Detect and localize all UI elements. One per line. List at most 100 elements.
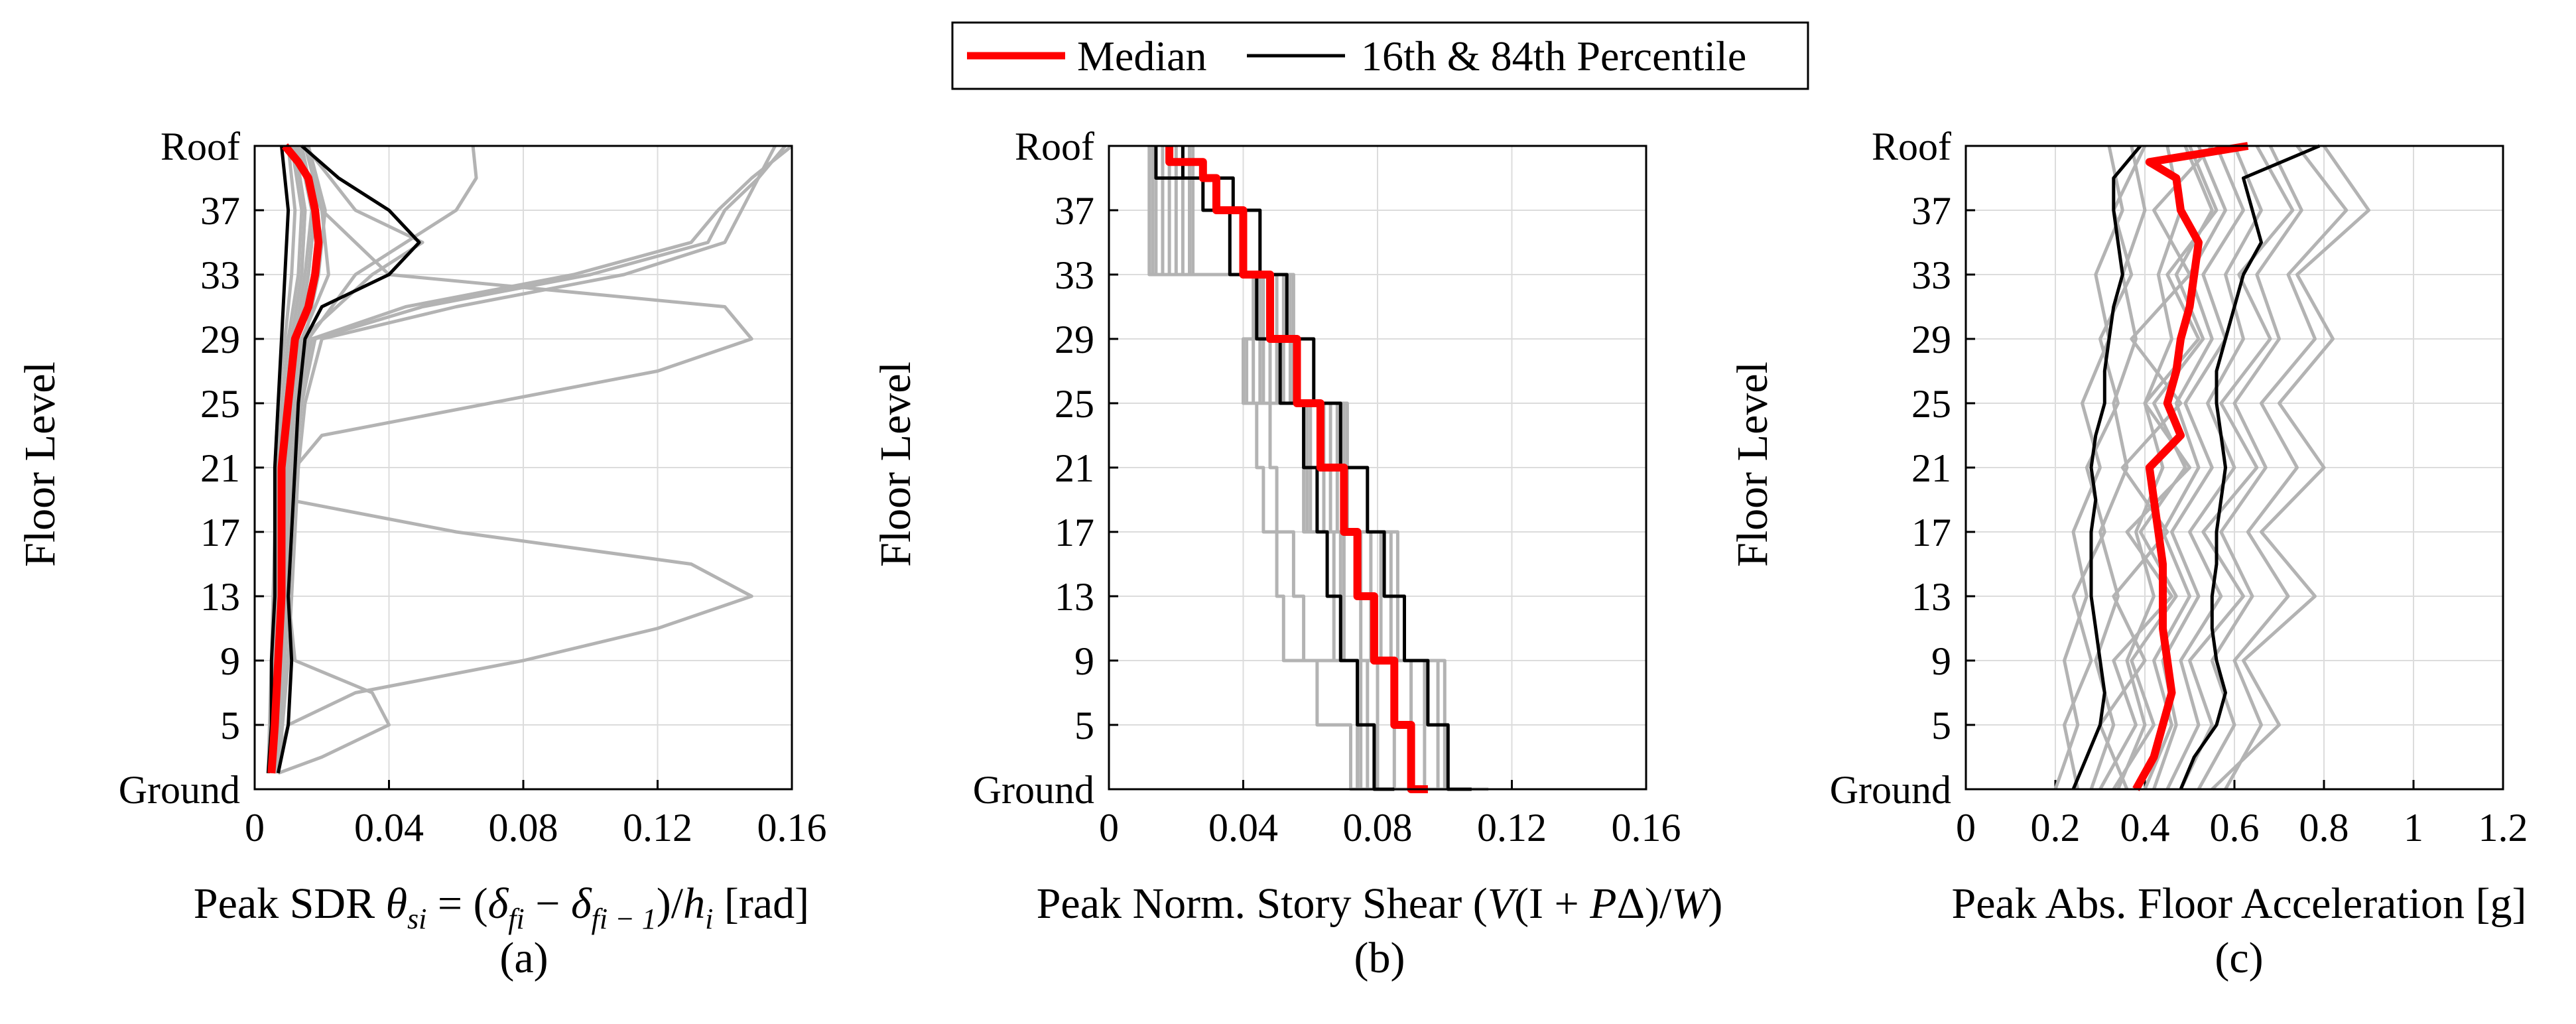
panel-b: 0 0.04 0.08 0.12 0.16 Ground 5 9 13 17 21 25 29 33 37…: [871, 125, 1722, 982]
ground-motion-record-line: [273, 145, 753, 773]
y-tick-label: 13: [1055, 575, 1094, 619]
panel-a: 0 0.04 0.08 0.12 0.16 Ground 5 9 13 17 21 25 29 33 37…: [16, 125, 827, 982]
y-axis-label: Floor Level: [16, 361, 64, 567]
y-tick-label: 33: [1055, 253, 1094, 297]
ground-motion-record-line: [2165, 145, 2263, 791]
x-tick-label: 0: [245, 806, 265, 850]
x-tick-label: 0.12: [1477, 806, 1547, 850]
plot-frame: [253, 145, 793, 791]
x-label-pre: Peak Norm. Story Shear (: [1037, 879, 1488, 928]
panel-b-caption: (b): [1354, 934, 1405, 982]
x-tick-label: 0: [1099, 806, 1119, 850]
y-tick-label: 5: [1931, 704, 1951, 747]
ground-motion-record-line: [276, 145, 777, 774]
x-label-delta1: δ: [488, 879, 509, 928]
panel-c: 0 0.2 0.4 0.6 0.8 1 1.2 Ground 5 9 13 17 21 25 29 33 37…: [1728, 125, 2528, 982]
y-tick-label: 9: [1074, 639, 1094, 683]
ground-motion-record-line: [2112, 145, 2214, 791]
y-tick-label: 9: [1931, 639, 1951, 683]
x-label-theta: θ: [386, 879, 407, 928]
plot-frame: [1108, 145, 1647, 791]
y-tick-label: 37: [200, 189, 240, 233]
y-tick-label: Ground: [1830, 768, 1951, 812]
x-label-mid: (I +: [1514, 879, 1590, 928]
y-tick-label: Roof: [161, 125, 240, 168]
statistics-layer: [1154, 146, 1472, 793]
x-tick-label: 0.2: [2031, 806, 2081, 850]
y-tick-label: 21: [200, 446, 240, 490]
statistics-layer: [266, 143, 421, 774]
x-label-close: )/: [657, 879, 684, 928]
ground-motion-record-line: [2116, 145, 2183, 790]
percentile-84-line: [276, 145, 421, 774]
x-label-v: V: [1488, 879, 1519, 928]
ground-motion-record-line: [273, 145, 753, 774]
y-tick-label: 25: [200, 382, 240, 426]
x-label-pre: Peak SDR: [194, 879, 386, 928]
ground-motion-record-line: [266, 145, 304, 773]
y-tick-label: 29: [200, 318, 240, 361]
y-tick-label: 29: [1055, 318, 1094, 361]
x-label-h-sub: i: [705, 903, 713, 935]
y-tick-labels: Ground 5 9 13 17 21 25 29 33 37 Roof: [119, 125, 240, 812]
x-label-delta2: δ: [571, 879, 592, 928]
x-label-end: ): [1708, 879, 1722, 928]
y-tick-label: Roof: [1015, 125, 1094, 168]
x-tick-label: 0.8: [2299, 806, 2349, 850]
legend-box: [951, 21, 1809, 90]
x-label-delta1-sub: fi: [508, 903, 524, 935]
x-axis-label: Peak SDR θsi = (δfi − δfi − 1)/hi [rad]: [194, 879, 809, 935]
y-tick-label: 33: [1911, 253, 1951, 297]
x-tick-label: 0.08: [489, 806, 558, 850]
ground-motion-record-line: [2224, 145, 2349, 791]
y-tick-label: 21: [1911, 446, 1951, 490]
x-tick-label: 0.04: [1208, 806, 1278, 850]
x-label-post: [rad]: [713, 879, 809, 928]
x-tick-label: 0: [1956, 806, 1976, 850]
x-axis-label: Peak Abs. Floor Acceleration [g]: [1952, 879, 2527, 928]
y-tick-label: 25: [1911, 382, 1951, 426]
plot-frame: [1964, 145, 2504, 791]
x-tick-label: 0.6: [2210, 806, 2260, 850]
records-layer: [266, 145, 793, 775]
y-tick-label: 37: [1055, 189, 1094, 233]
legend-percentile-label: 16th & 84th Percentile: [1361, 32, 1746, 80]
ground-motion-record-line: [2053, 145, 2124, 790]
x-tick-label: 1.2: [2479, 806, 2528, 850]
panel-c-caption: (c): [2215, 934, 2263, 982]
ground-motion-record-line: [2197, 145, 2303, 791]
y-tick-label: 17: [1055, 511, 1094, 554]
y-tick-label: 13: [1911, 575, 1951, 619]
panel-a-caption: (a): [499, 934, 548, 982]
median-line: [267, 143, 323, 774]
x-label-h: h: [683, 879, 705, 928]
x-label-delta2-sub: fi − 1: [592, 903, 657, 935]
statistics-layer: [2071, 142, 2321, 791]
y-tick-label: 21: [1055, 446, 1094, 490]
percentile-84-line: [2179, 144, 2321, 790]
x-tick-labels: 0 0.04 0.08 0.12 0.16: [245, 806, 827, 850]
y-axis-label: Floor Level: [871, 361, 920, 567]
legend: Median 16th & 84th Percentile: [951, 21, 1809, 90]
y-tick-label: 17: [200, 511, 240, 554]
median-line: [1165, 146, 1428, 793]
x-tick-label: 1: [2404, 806, 2423, 850]
y-tick-labels: Ground 5 9 13 17 21 25 29 33 37 Roof: [1830, 125, 1951, 812]
y-tick-label: Roof: [1872, 125, 1951, 168]
ground-motion-record-line: [1154, 146, 1398, 791]
ground-motion-record-line: [2211, 145, 2370, 791]
y-tick-label: 29: [1911, 318, 1951, 361]
ground-motion-record-line: [277, 145, 391, 775]
y-tick-label: 25: [1055, 382, 1094, 426]
y-tick-label: 37: [1911, 189, 1951, 233]
x-tick-labels: 0 0.2 0.4 0.6 0.8 1 1.2: [1956, 806, 2528, 850]
grid: [253, 145, 793, 791]
x-tick-labels: 0 0.04 0.08 0.12 0.16: [1099, 806, 1681, 850]
y-tick-label: Ground: [119, 768, 240, 812]
y-tick-label: 13: [200, 575, 240, 619]
x-tick-label: 0.12: [623, 806, 692, 850]
y-tick-label: 33: [200, 253, 240, 297]
x-tick-label: 0.16: [1612, 806, 1681, 850]
x-label-p: P: [1589, 879, 1616, 928]
